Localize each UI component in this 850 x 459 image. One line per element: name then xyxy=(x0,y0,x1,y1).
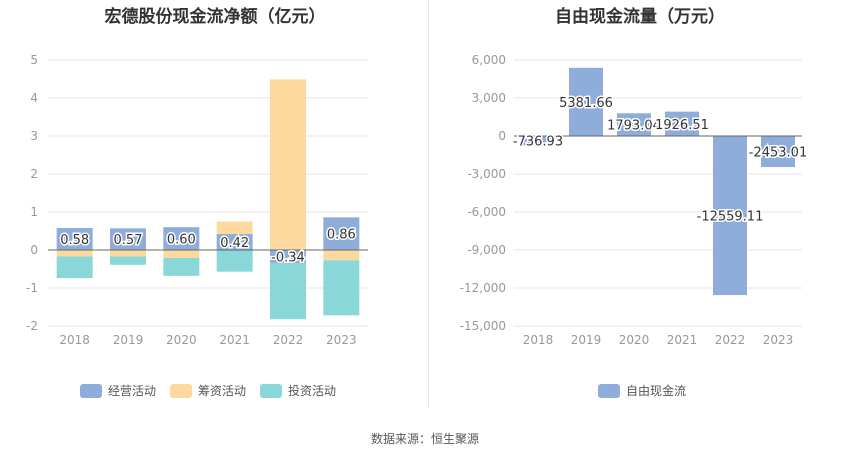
x-tick-label: 2023 xyxy=(763,333,794,347)
x-tick-label: 2020 xyxy=(166,333,197,347)
data-label: -2453.01 xyxy=(749,146,807,161)
cash-flow-chart: 5 4 3 2 1 0 -1 -2 2018 2019 2020 2021 2022 2023 0.58 0.… xyxy=(26,53,368,347)
y-tick-label: 2 xyxy=(30,167,38,181)
x-tick-label: 2021 xyxy=(219,333,250,347)
bar-经营活动 xyxy=(56,227,93,250)
y-tick-label: 0 xyxy=(498,129,506,143)
bar-自由现金流 xyxy=(665,111,699,136)
y-tick-label: -9,000 xyxy=(467,243,506,257)
data-label: 0.86 xyxy=(327,228,356,243)
bar-筹资活动 xyxy=(163,250,200,258)
right-chart-title: 自由现金流量（万元） xyxy=(555,7,725,27)
legend-label: 自由现金流 xyxy=(626,384,687,398)
legend-swatch xyxy=(80,383,102,398)
data-label: -0.34 xyxy=(271,250,305,265)
legend-item[interactable]: 投资活动 xyxy=(260,382,336,399)
bar-自由现金流 xyxy=(569,67,603,136)
data-label: 1926.51 xyxy=(655,118,709,133)
data-label: 0.42 xyxy=(220,236,249,251)
right-legend: 自由现金流 xyxy=(598,382,700,399)
bar-投资活动 xyxy=(270,262,306,320)
data-source-note: 数据来源：恒生聚源 xyxy=(370,432,479,446)
bar-经营活动 xyxy=(270,250,306,263)
left-chart-title: 宏德股份现金流净额（亿元） xyxy=(104,7,326,27)
y-tick-label: 6,000 xyxy=(472,53,506,67)
legend-label: 筹资活动 xyxy=(198,384,247,398)
x-tick-label: 2022 xyxy=(715,333,746,347)
y-tick-label: -6,000 xyxy=(467,205,506,219)
bar-经营活动 xyxy=(323,217,360,250)
bar-自由现金流 xyxy=(617,113,651,136)
legend-item[interactable]: 筹资活动 xyxy=(170,382,246,399)
bar-筹资活动 xyxy=(56,250,93,257)
bar-筹资活动 xyxy=(110,250,146,257)
y-tick-label: 3,000 xyxy=(472,91,506,105)
bar-投资活动 xyxy=(216,250,253,272)
bar-筹资活动 xyxy=(216,221,253,235)
y-tick-label: -2 xyxy=(26,319,38,333)
bar-筹资活动 xyxy=(323,250,360,261)
bar-经营活动 xyxy=(163,227,200,250)
free-cash-flow-chart: 6,000 3,000 0 -3,000 -6,000 -9,000 -12,000 -15,… xyxy=(460,53,809,347)
bar-投资活动 xyxy=(323,260,360,316)
data-label: 0.57 xyxy=(114,233,143,248)
legend-label: 投资活动 xyxy=(288,384,337,398)
y-tick-label: -12,000 xyxy=(460,281,506,295)
bar-经营活动 xyxy=(110,228,146,250)
data-label: 0.60 xyxy=(167,233,196,248)
x-tick-label: 2020 xyxy=(619,333,650,347)
y-tick-label: 0 xyxy=(30,243,38,257)
data-label: 1793.04 xyxy=(607,119,661,134)
legend-item[interactable]: 自由现金流 xyxy=(598,382,686,399)
data-label: 5381.66 xyxy=(559,96,613,111)
legend-swatch xyxy=(260,383,283,398)
panel-divider xyxy=(428,0,429,408)
y-tick-label: -3,000 xyxy=(467,167,506,181)
data-label: 0.58 xyxy=(60,233,89,248)
bar-自由现金流 xyxy=(761,136,795,168)
y-tick-label: 5 xyxy=(30,53,38,67)
y-tick-label: -1 xyxy=(26,281,38,295)
bar-投资活动 xyxy=(110,256,146,265)
x-tick-label: 2019 xyxy=(571,333,602,347)
bar-自由现金流 xyxy=(521,136,555,146)
y-tick-label: -15,000 xyxy=(460,319,506,333)
x-tick-label: 2023 xyxy=(326,333,357,347)
bar-投资活动 xyxy=(163,257,200,276)
bar-自由现金流 xyxy=(713,136,747,296)
bar-筹资活动 xyxy=(270,79,306,250)
x-tick-label: 2022 xyxy=(273,333,304,347)
x-tick-label: 2018 xyxy=(523,333,554,347)
data-label: -12559.11 xyxy=(697,210,764,225)
x-tick-label: 2018 xyxy=(59,333,90,347)
data-label: -736.93 xyxy=(513,135,563,150)
y-tick-label: 4 xyxy=(30,91,38,105)
bar-经营活动 xyxy=(216,234,253,250)
x-tick-label: 2021 xyxy=(667,333,698,347)
bar-投资活动 xyxy=(56,256,93,279)
left-legend: 经营活动 筹资活动 投资活动 xyxy=(80,382,350,399)
x-tick-label: 2019 xyxy=(113,333,144,347)
legend-label: 经营活动 xyxy=(108,384,157,398)
legend-swatch xyxy=(170,383,193,398)
y-tick-label: 1 xyxy=(30,205,38,219)
y-tick-label: 3 xyxy=(30,129,38,143)
legend-item[interactable]: 经营活动 xyxy=(80,382,156,399)
legend-swatch xyxy=(598,383,620,398)
